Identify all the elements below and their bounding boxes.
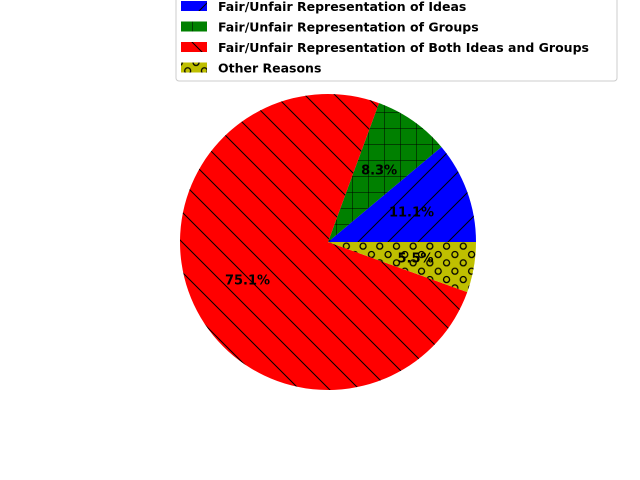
legend-swatch-hatch-fair-unfair-representation-of-both-ideas-and-groups <box>181 42 207 52</box>
pie-slice-hatch-other-reasons <box>328 242 476 293</box>
legend-frame <box>175 0 618 82</box>
legend-swatch-hatch-fair-unfair-representation-of-ideas <box>181 1 207 11</box>
pie-percent-labels: 11.1% 8.3% 75.1% 5.5% <box>225 163 434 288</box>
legend-swatch-hatch-fair-unfair-representation-of-groups <box>181 21 207 32</box>
pie-slice-hatch-fair-unfair-representation-of-both-ideas-and-groups <box>179 94 468 391</box>
legend-swatch-hatch-other-reasons <box>181 62 207 73</box>
legend-label-fair-unfair-representation-of-both-ideas-and-groups: Fair/Unfair Representation of Both Ideas… <box>218 40 589 55</box>
pie-slice-hatch-fair-unfair-representation-of-ideas <box>328 146 476 242</box>
pie-slice-hatch-fair-unfair-representation-of-groups <box>328 103 442 242</box>
pie-percent-label-fair-unfair-representation-of-both-ideas-and-groups: 75.1% <box>225 274 270 289</box>
legend-label-fair-unfair-representation-of-groups: Fair/Unfair Representation of Groups <box>218 20 479 35</box>
pie-percent-label-fair-unfair-representation-of-groups: 8.3% <box>361 163 397 178</box>
legend: Fair/Unfair Representation of Ideas Fair/… <box>175 0 618 82</box>
pie-percent-label-other-reasons: 5.5% <box>397 251 433 266</box>
legend-label-fair-unfair-representation-of-ideas: Fair/Unfair Representation of Ideas <box>218 0 466 14</box>
pie-percent-label-fair-unfair-representation-of-ideas: 11.1% <box>389 206 434 221</box>
legend-label-other-reasons: Other Reasons <box>218 61 321 76</box>
pie-slices <box>179 94 476 391</box>
